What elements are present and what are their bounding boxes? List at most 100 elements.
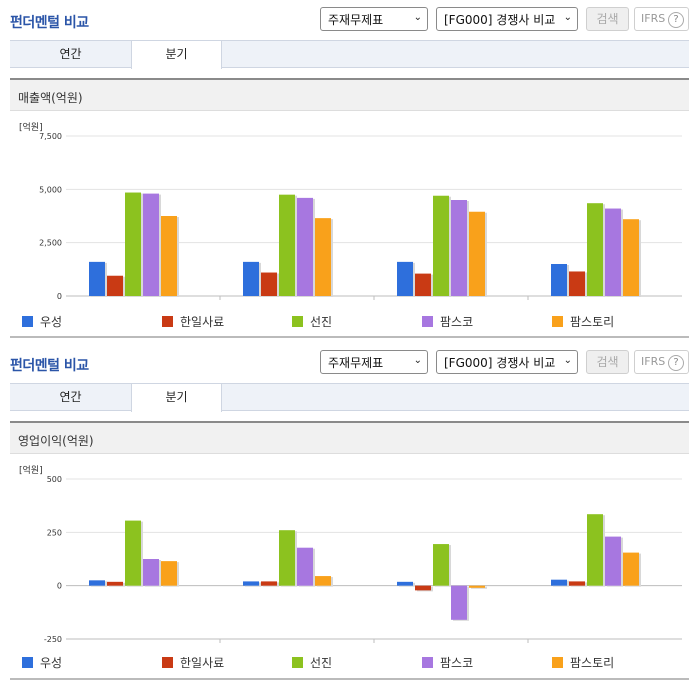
y-tick-label: -250 [44, 635, 62, 643]
bar-선진-2024/03[interactable] [587, 514, 603, 586]
bar-한일사료-2023/09[interactable] [261, 581, 277, 586]
tab-annual[interactable]: 연간 [59, 47, 82, 61]
legend-label: 선진 [310, 656, 333, 670]
section-title: 펀더멘털 비교 [10, 15, 89, 31]
bar-팜스코-2023/06[interactable] [143, 193, 159, 296]
chart-legend: 우성 한일사료 선진 팜스코 팜스토리 [22, 313, 662, 329]
bar-한일사료-2024/03[interactable] [569, 581, 585, 586]
legend-label: 팜스코 [440, 656, 474, 670]
legend-label: 우성 [40, 656, 63, 670]
help-icon[interactable]: ? [668, 12, 684, 28]
unit-label: [억원] [19, 466, 43, 476]
y-tick-label: 250 [47, 528, 62, 537]
bar-선진-2024/03[interactable] [587, 203, 603, 296]
legend-item[interactable]: 팜스코 [422, 313, 473, 330]
bar-팜스토리-2023/12[interactable] [469, 585, 485, 588]
ifrs-button[interactable]: IFRS ? [634, 350, 689, 374]
bar-팜스코-2024/03[interactable] [605, 536, 621, 586]
legend-swatch [552, 316, 563, 327]
bar-우성-2023/09[interactable] [243, 261, 259, 296]
bar-우성-2023/12[interactable] [397, 581, 413, 586]
bar-우성-2023/06[interactable] [89, 580, 105, 586]
tab-quarterly[interactable]: 분기 [131, 384, 222, 412]
legend-label: 팜스코 [440, 315, 474, 329]
bar-팜스코-2023/12[interactable] [451, 200, 467, 296]
panel-title: 영업이익(억원) [18, 434, 94, 448]
section-divider [10, 336, 689, 338]
ifrs-button[interactable]: IFRS ? [634, 7, 689, 31]
bar-한일사료-2023/12[interactable] [415, 585, 431, 591]
legend-label: 팜스토리 [570, 656, 615, 670]
bar-선진-2023/12[interactable] [433, 544, 449, 586]
y-tick-label: 7,500 [39, 132, 62, 141]
bar-한일사료-2023/06[interactable] [107, 581, 123, 586]
bar-팜스코-2024/03[interactable] [605, 208, 621, 296]
legend-label: 선진 [310, 315, 333, 329]
legend-swatch [292, 316, 303, 327]
chart-panel: 영업이익(억원) [억원] -25002505002023/062023/092… [10, 421, 689, 681]
legend-swatch [22, 657, 33, 668]
legend-item[interactable]: 선진 [292, 313, 332, 330]
bar-팜스코-2023/06[interactable] [143, 559, 159, 586]
legend-swatch [292, 657, 303, 668]
bar-팜스코-2023/09[interactable] [297, 547, 313, 586]
statement-select[interactable]: 주재무제표 ⌄ [320, 350, 428, 374]
bar-한일사료-2023/09[interactable] [261, 272, 277, 296]
legend-item[interactable]: 한일사료 [162, 654, 224, 671]
legend-label: 팜스토리 [570, 315, 615, 329]
panel-header: 영업이익(억원) [10, 423, 689, 454]
legend-item[interactable]: 우성 [22, 654, 62, 671]
bar-팜스코-2023/12[interactable] [451, 585, 467, 620]
bar-팜스토리-2023/09[interactable] [315, 218, 331, 296]
ifrs-label: IFRS [641, 12, 666, 25]
bar-팜스토리-2024/03[interactable] [623, 219, 639, 296]
chevron-down-icon: ⌄ [563, 12, 572, 23]
period-tabs: 연간 분기 [10, 40, 689, 69]
section-header: 펀더멘털 비교 주재무제표 ⌄ [FG000] 경쟁사 비교 ⌄ 검색 IFRS… [0, 343, 696, 383]
legend-swatch [162, 316, 173, 327]
bar-선진-2023/06[interactable] [125, 520, 141, 586]
group-select-value: [FG000] 경쟁사 비교 [444, 13, 556, 27]
search-button[interactable]: 검색 [586, 350, 629, 374]
bar-팜스코-2023/09[interactable] [297, 197, 313, 296]
y-tick-label: 5,000 [39, 185, 62, 194]
group-select-value: [FG000] 경쟁사 비교 [444, 356, 556, 370]
unit-label: [억원] [19, 123, 43, 133]
operating-profit-bar-chart: -25002505002023/062023/092023/122024/03 [44, 475, 682, 643]
bar-팜스토리-2024/03[interactable] [623, 552, 639, 586]
bar-한일사료-2023/12[interactable] [415, 273, 431, 296]
panel-title: 매출액(억원) [18, 91, 83, 105]
chart-legend: 우성 한일사료 선진 팜스코 팜스토리 [22, 654, 662, 670]
bar-한일사료-2023/06[interactable] [107, 275, 123, 296]
bar-선진-2023/09[interactable] [279, 194, 295, 296]
tab-quarterly[interactable]: 분기 [131, 41, 222, 69]
bar-한일사료-2024/03[interactable] [569, 271, 585, 296]
legend-item[interactable]: 팜스토리 [552, 654, 614, 671]
legend-item[interactable]: 선진 [292, 654, 332, 671]
legend-item[interactable]: 우성 [22, 313, 62, 330]
bar-팜스토리-2023/09[interactable] [315, 576, 331, 586]
statement-select[interactable]: 주재무제표 ⌄ [320, 7, 428, 31]
bar-우성-2023/09[interactable] [243, 581, 259, 586]
legend-item[interactable]: 한일사료 [162, 313, 224, 330]
tab-annual[interactable]: 연간 [59, 390, 82, 404]
bar-팜스토리-2023/06[interactable] [161, 216, 177, 296]
bar-선진-2023/12[interactable] [433, 195, 449, 296]
statement-select-value: 주재무제표 [328, 13, 384, 27]
legend-item[interactable]: 팜스토리 [552, 313, 614, 330]
bar-팜스토리-2023/12[interactable] [469, 211, 485, 296]
bar-선진-2023/06[interactable] [125, 192, 141, 296]
bar-우성-2023/12[interactable] [397, 261, 413, 296]
bar-우성-2024/03[interactable] [551, 264, 567, 296]
bar-우성-2024/03[interactable] [551, 579, 567, 586]
bar-선진-2023/09[interactable] [279, 530, 295, 586]
group-select[interactable]: [FG000] 경쟁사 비교 ⌄ [436, 7, 578, 31]
bar-팜스토리-2023/06[interactable] [161, 561, 177, 586]
sales-bar-chart: 02,5005,0007,5002023/062023/092023/12202… [39, 132, 682, 300]
search-button[interactable]: 검색 [586, 7, 629, 31]
bar-우성-2023/06[interactable] [89, 261, 105, 296]
group-select[interactable]: [FG000] 경쟁사 비교 ⌄ [436, 350, 578, 374]
legend-item[interactable]: 팜스코 [422, 654, 473, 671]
help-icon[interactable]: ? [668, 355, 684, 371]
legend-swatch [22, 316, 33, 327]
